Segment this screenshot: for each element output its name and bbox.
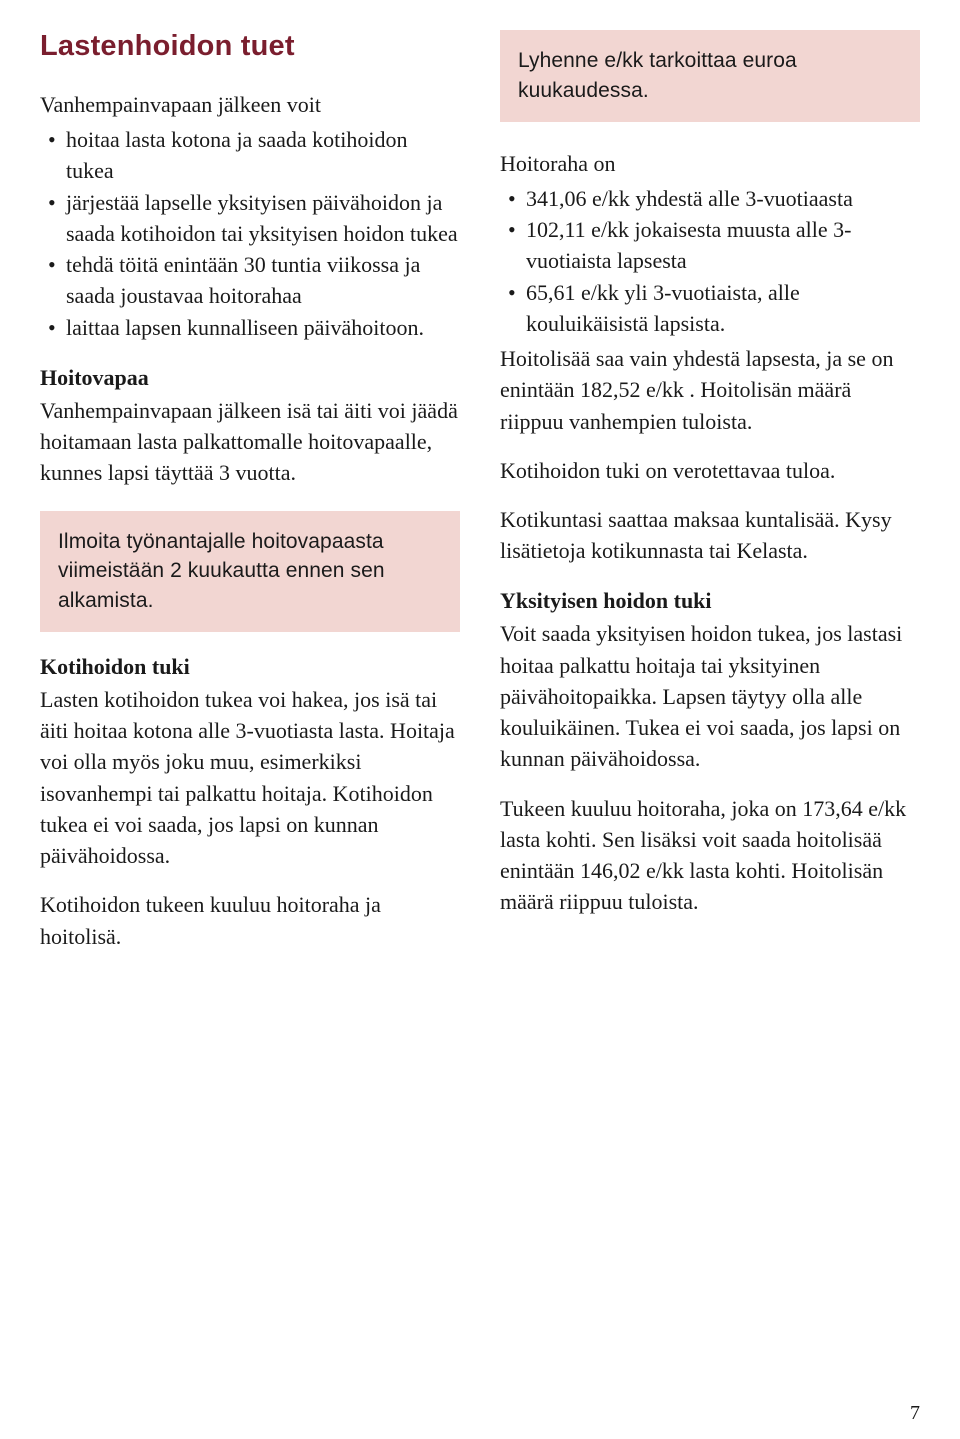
list-item: 65,61 e/kk yli 3-vuotiaista, alle koului… bbox=[500, 277, 920, 339]
callout-notify-employer: Ilmoita työnantajalle hoitovapaasta viim… bbox=[40, 511, 460, 632]
hoitoraha-intro: Hoitoraha on bbox=[500, 148, 920, 179]
kotihoidon-paragraph-1: Lasten kotihoidon tukea voi hakea, jos i… bbox=[40, 684, 460, 871]
list-item: 102,11 e/kk jokaisesta muusta alle 3-vuo… bbox=[500, 214, 920, 276]
list-item: hoitaa lasta kotona ja saada kotihoidon … bbox=[40, 124, 460, 186]
hoitovapaa-paragraph: Vanhempainvapaan jälkeen isä tai äiti vo… bbox=[40, 395, 460, 489]
page-title: Lastenhoidon tuet bbox=[40, 30, 460, 63]
callout-abbreviation: Lyhenne e/kk tarkoittaa euroa kuukaudess… bbox=[500, 30, 920, 122]
verotettava-paragraph: Kotihoidon tuki on verotettavaa tuloa. bbox=[500, 455, 920, 486]
right-column: Lyhenne e/kk tarkoittaa euroa kuukaudess… bbox=[500, 30, 920, 956]
intro-paragraph: Vanhempainvapaan jälkeen voit bbox=[40, 89, 460, 120]
yksityisen-paragraph-2: Tukeen kuuluu hoitoraha, joka on 173,64 … bbox=[500, 793, 920, 918]
page-number: 7 bbox=[910, 1402, 920, 1425]
heading-yksityisen: Yksityisen hoidon tuki bbox=[500, 588, 920, 614]
kotihoidon-paragraph-2: Kotihoidon tukeen kuuluu hoitoraha ja ho… bbox=[40, 889, 460, 951]
hoitolisa-paragraph: Hoitolisää saa vain yhdestä lapsesta, ja… bbox=[500, 343, 920, 437]
left-column: Lastenhoidon tuet Vanhempainvapaan jälke… bbox=[40, 30, 460, 956]
list-item: 341,06 e/kk yhdestä alle 3-vuotiaasta bbox=[500, 183, 920, 214]
list-item: laittaa lapsen kunnalliseen päivähoitoon… bbox=[40, 312, 460, 343]
list-item: tehdä töitä enintään 30 tuntia viikossa … bbox=[40, 249, 460, 311]
hoitoraha-list: 341,06 e/kk yhdestä alle 3-vuotiaasta 10… bbox=[500, 183, 920, 339]
heading-hoitovapaa: Hoitovapaa bbox=[40, 365, 460, 391]
kuntalisa-paragraph: Kotikuntasi saattaa maksaa kuntalisää. K… bbox=[500, 504, 920, 566]
yksityisen-paragraph-1: Voit saada yksityisen hoidon tukea, jos … bbox=[500, 618, 920, 774]
intro-list: hoitaa lasta kotona ja saada kotihoidon … bbox=[40, 124, 460, 343]
heading-kotihoidon: Kotihoidon tuki bbox=[40, 654, 460, 680]
list-item: järjestää lapselle yksityisen päivähoido… bbox=[40, 187, 460, 249]
